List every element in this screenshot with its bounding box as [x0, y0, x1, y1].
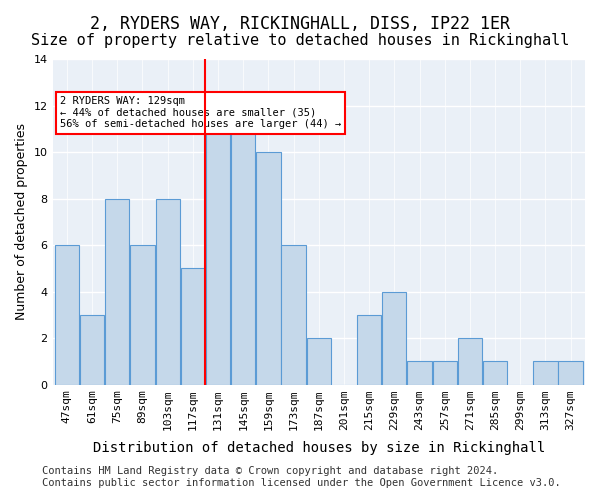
X-axis label: Distribution of detached houses by size in Rickinghall: Distribution of detached houses by size …: [92, 441, 545, 455]
Bar: [483, 362, 507, 384]
Bar: [55, 245, 79, 384]
Bar: [155, 198, 180, 384]
Text: Contains HM Land Registry data © Crown copyright and database right 2024.
Contai: Contains HM Land Registry data © Crown c…: [42, 466, 561, 487]
Bar: [407, 362, 431, 384]
Text: Size of property relative to detached houses in Rickinghall: Size of property relative to detached ho…: [31, 32, 569, 48]
Bar: [256, 152, 281, 384]
Bar: [307, 338, 331, 384]
Bar: [433, 362, 457, 384]
Bar: [181, 268, 205, 384]
Text: 2 RYDERS WAY: 129sqm
← 44% of detached houses are smaller (35)
56% of semi-detac: 2 RYDERS WAY: 129sqm ← 44% of detached h…: [60, 96, 341, 130]
Bar: [80, 315, 104, 384]
Text: 2, RYDERS WAY, RICKINGHALL, DISS, IP22 1ER: 2, RYDERS WAY, RICKINGHALL, DISS, IP22 1…: [90, 15, 510, 33]
Bar: [231, 106, 256, 384]
Bar: [357, 315, 381, 384]
Bar: [105, 198, 130, 384]
Bar: [130, 245, 155, 384]
Bar: [458, 338, 482, 384]
Bar: [533, 362, 557, 384]
Bar: [559, 362, 583, 384]
Bar: [281, 245, 306, 384]
Bar: [382, 292, 406, 384]
Bar: [206, 106, 230, 384]
Y-axis label: Number of detached properties: Number of detached properties: [15, 124, 28, 320]
